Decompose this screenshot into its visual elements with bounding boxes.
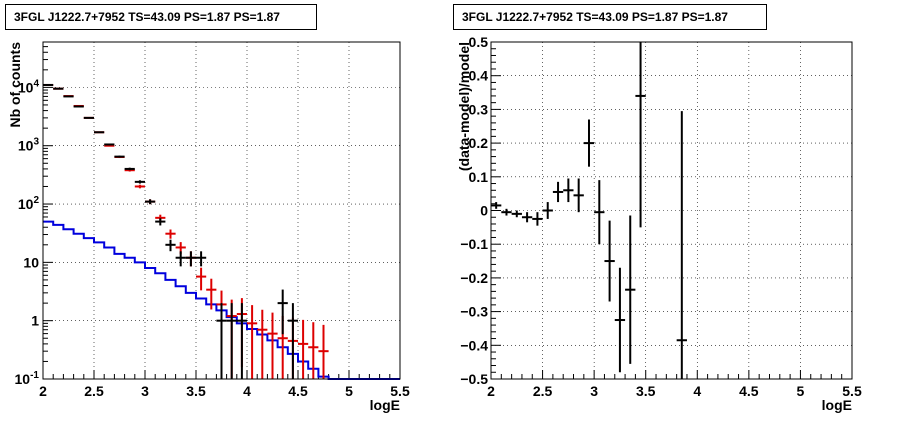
- y-tick-label: 1: [31, 313, 39, 329]
- y-tick-label: 0.1: [469, 169, 489, 185]
- y-tick-label: 0.3: [469, 101, 489, 117]
- y-tick-label: 0.5: [469, 34, 489, 50]
- y-tick-label: −0.5: [460, 371, 488, 387]
- x-tick-label: 5: [797, 383, 805, 399]
- y-tick-label: 102: [18, 195, 40, 212]
- x-tick-label: 2: [487, 383, 495, 399]
- x-tick-label: 4: [693, 383, 701, 399]
- x-tick-label: 4.5: [739, 383, 759, 399]
- right-title: 3FGL J1222.7+7952 TS=43.09 PS=1.87 PS=1.…: [453, 4, 767, 30]
- y-tick-label: 0.4: [469, 68, 489, 84]
- right-frame: [490, 41, 853, 380]
- y-tick-label: 0: [480, 203, 488, 219]
- right-y-axis-label: (data-model)/model: [456, 42, 472, 171]
- x-tick-label: 5.5: [842, 383, 862, 399]
- y-tick-label: −0.1: [460, 236, 488, 252]
- left-title: 3FGL J1222.7+7952 TS=43.09 PS=1.87 PS=1.…: [5, 4, 317, 30]
- x-tick-label: 4: [243, 383, 251, 399]
- x-tick-label: 4.5: [288, 383, 308, 399]
- x-tick-label: 3: [590, 383, 598, 399]
- y-tick-label: 103: [18, 137, 40, 154]
- y-tick-label: 10-1: [15, 370, 40, 387]
- x-tick-label: 3.5: [186, 383, 206, 399]
- y-tick-label: 10: [23, 254, 39, 270]
- y-tick-label: 0.2: [469, 135, 489, 151]
- x-tick-label: 5: [345, 383, 353, 399]
- y-tick-label: −0.2: [460, 270, 488, 286]
- x-tick-label: 3: [141, 383, 149, 399]
- y-tick-label: −0.4: [460, 337, 488, 353]
- x-tick-label: 5.5: [390, 383, 410, 399]
- x-tick-label: 2.5: [533, 383, 553, 399]
- left-x-axis-label: logE: [370, 397, 400, 413]
- y-tick-label: −0.3: [460, 304, 488, 320]
- left-y-axis-label: Nb of counts: [7, 42, 23, 128]
- y-tick-label: 104: [18, 78, 40, 95]
- x-tick-label: 3.5: [636, 383, 656, 399]
- left-frame: [42, 41, 401, 380]
- right-x-axis-label: logE: [822, 397, 852, 413]
- x-tick-label: 2: [39, 383, 47, 399]
- x-tick-label: 2.5: [84, 383, 104, 399]
